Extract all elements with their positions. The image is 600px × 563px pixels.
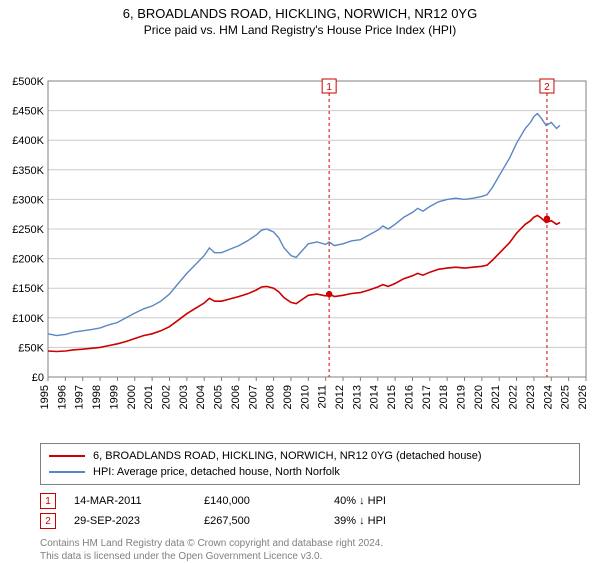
x-tick-label: 2024 [542, 385, 554, 409]
x-tick-label: 2018 [438, 385, 450, 409]
y-tick-label: £250K [12, 224, 44, 236]
series-legend: 6, BROADLANDS ROAD, HICKLING, NORWICH, N… [40, 443, 580, 485]
x-tick-label: 2019 [456, 385, 468, 409]
x-tick-label: 2013 [351, 385, 363, 409]
y-tick-label: £300K [12, 194, 44, 206]
y-tick-label: £50K [18, 342, 44, 354]
x-tick-label: 1998 [91, 385, 103, 409]
marker-row: 1 14-MAR-2011£140,00040% ↓ HPI [40, 491, 580, 511]
attribution-line-1: Contains HM Land Registry data © Crown c… [40, 537, 580, 550]
x-tick-label: 2005 [213, 385, 225, 409]
x-tick-label: 2017 [421, 385, 433, 409]
x-tick-label: 2014 [369, 385, 381, 409]
x-tick-label: 2008 [265, 385, 277, 409]
price-chart: £0 £50K £100K £150K £200K £250K £300K £350K £400… [0, 37, 600, 437]
y-tick-label: £200K [12, 254, 44, 266]
marker-delta: 39% ↓ HPI [334, 515, 464, 527]
x-tick-label: 1995 [39, 385, 51, 409]
marker-number-box: 1 [40, 493, 56, 509]
x-tick-label: 2000 [126, 385, 138, 409]
x-tick-label: 2001 [143, 385, 155, 409]
x-tick-label: 2007 [247, 385, 259, 409]
x-tick-label: 2016 [403, 385, 415, 409]
x-tick-label: 2025 [560, 385, 572, 409]
marker-date: 14-MAR-2011 [74, 495, 204, 507]
chart-title: 6, BROADLANDS ROAD, HICKLING, NORWICH, N… [0, 6, 600, 21]
marker-badge: 2 [544, 82, 550, 93]
marker-number-box: 2 [40, 513, 56, 529]
marker-row: 2 29-SEP-2023£267,50039% ↓ HPI [40, 511, 580, 531]
x-tick-label: 2020 [473, 385, 485, 409]
x-tick-label: 1997 [74, 385, 86, 409]
attribution: Contains HM Land Registry data © Crown c… [40, 537, 580, 563]
x-tick-label: 2010 [299, 385, 311, 409]
y-tick-label: £400K [12, 135, 44, 147]
attribution-line-2: This data is licensed under the Open Gov… [40, 550, 580, 563]
x-tick-label: 2003 [178, 385, 190, 409]
y-tick-label: £450K [12, 106, 44, 118]
x-tick-label: 2023 [525, 385, 537, 409]
x-tick-label: 2002 [160, 385, 172, 409]
y-tick-label: £350K [12, 165, 44, 177]
legend-swatch [49, 455, 85, 457]
x-tick-label: 1996 [56, 385, 68, 409]
x-tick-label: 2021 [490, 385, 502, 409]
y-tick-label: £500K [12, 76, 44, 88]
marker-badge: 1 [326, 82, 332, 93]
x-tick-label: 2004 [195, 385, 207, 409]
x-tick-label: 2012 [334, 385, 346, 409]
x-tick-label: 2015 [386, 385, 398, 409]
chart-subtitle: Price paid vs. HM Land Registry's House … [0, 21, 600, 37]
marker-price: £140,000 [204, 495, 334, 507]
marker-delta: 40% ↓ HPI [334, 495, 464, 507]
y-tick-label: £100K [12, 313, 44, 325]
legend-swatch [49, 471, 85, 473]
marker-date: 29-SEP-2023 [74, 515, 204, 527]
y-tick-label: £0 [32, 372, 44, 384]
x-tick-label: 1999 [108, 385, 120, 409]
legend-label: 6, BROADLANDS ROAD, HICKLING, NORWICH, N… [93, 450, 482, 462]
x-tick-label: 2011 [317, 385, 329, 409]
markers-table: 1 14-MAR-2011£140,00040% ↓ HPI 2 29-SEP-202… [40, 491, 580, 531]
x-tick-label: 2022 [508, 385, 520, 409]
marker-price: £267,500 [204, 515, 334, 527]
legend-item: 6, BROADLANDS ROAD, HICKLING, NORWICH, N… [49, 448, 571, 464]
x-tick-label: 2006 [230, 385, 242, 409]
legend-item: HPI: Average price, detached house, Nort… [49, 464, 571, 480]
legend-label: HPI: Average price, detached house, Nort… [93, 466, 340, 478]
x-tick-label: 2009 [282, 385, 294, 409]
x-tick-label: 2026 [577, 385, 589, 409]
y-tick-label: £150K [12, 283, 44, 295]
